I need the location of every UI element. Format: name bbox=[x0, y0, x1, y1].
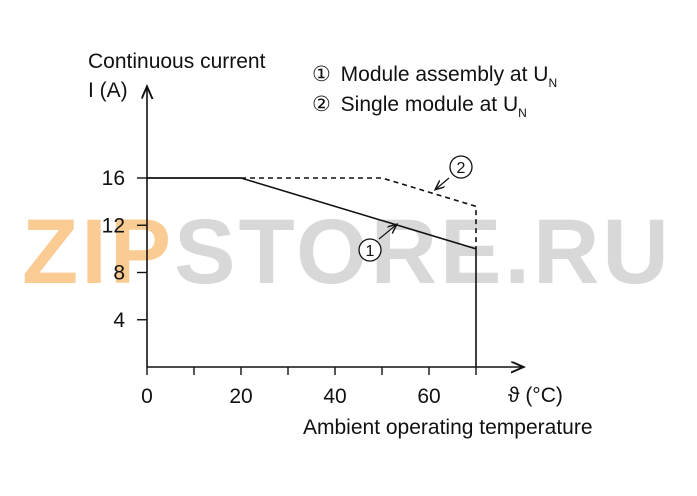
y-tick-label: 16 bbox=[102, 167, 125, 190]
axis-tick-labels: 0 20 40 60 4 8 12 16 bbox=[102, 167, 441, 408]
callout-arrow-1 bbox=[378, 225, 396, 240]
series-callouts: 12 bbox=[358, 155, 473, 262]
y-tick-label: 4 bbox=[113, 309, 125, 332]
x-tick-label: 60 bbox=[417, 385, 440, 408]
callout-arrow-2 bbox=[436, 177, 450, 189]
legend: ① Module assembly at UN ② Single module … bbox=[312, 63, 557, 120]
y-axis-title-line1: Continuous current bbox=[88, 50, 266, 73]
legend-label-2: Single module at U bbox=[341, 93, 518, 116]
legend-sub-1: N bbox=[548, 76, 557, 90]
series-line-1 bbox=[147, 177, 477, 367]
legend-marker-1: ① bbox=[312, 63, 331, 86]
y-tick-label: 12 bbox=[102, 214, 125, 237]
x-axis-title: Ambient operating temperature bbox=[303, 416, 593, 439]
axis-ticks bbox=[137, 177, 477, 375]
watermark-gray: STORE.RU bbox=[174, 201, 672, 303]
series-lines bbox=[147, 177, 477, 367]
legend-sub-2: N bbox=[518, 106, 527, 120]
callout-circle-2 bbox=[449, 155, 473, 179]
legend-marker-2: ② bbox=[312, 93, 331, 116]
x-tick-label: 20 bbox=[229, 385, 252, 408]
x-tick-label: 0 bbox=[141, 385, 153, 408]
legend-label-1: Module assembly at U bbox=[341, 63, 549, 86]
legend-item-2: ② Single module at UN bbox=[312, 93, 527, 120]
y-axis-title-line2: I (A) bbox=[88, 79, 128, 102]
x-tick-label: 40 bbox=[323, 385, 346, 408]
series-line-2 bbox=[241, 177, 477, 249]
callout-circle-1 bbox=[358, 238, 382, 262]
callout-label-2: 2 bbox=[457, 160, 466, 177]
watermark-orange: ZIP bbox=[22, 201, 174, 303]
x-axis-unit-label: ϑ (°C) bbox=[508, 384, 563, 407]
callout-label-1: 1 bbox=[366, 243, 375, 260]
y-tick-label: 8 bbox=[113, 262, 125, 285]
legend-item-1: ① Module assembly at UN bbox=[312, 63, 557, 90]
